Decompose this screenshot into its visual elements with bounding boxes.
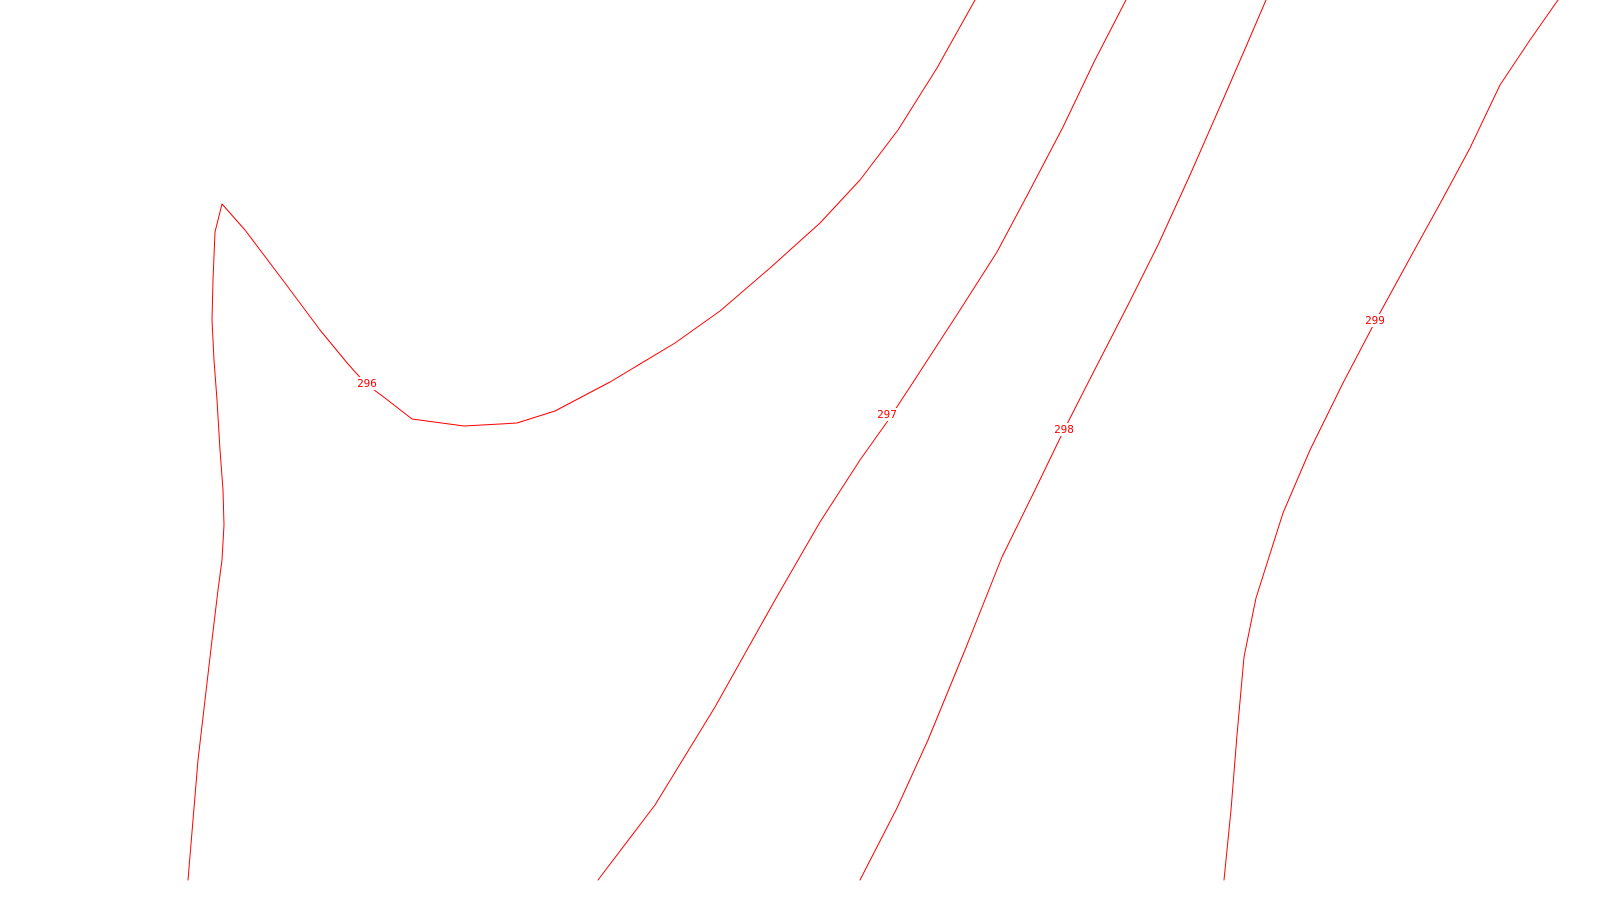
contour-297-label-background [874, 408, 899, 421]
contour-298-label-background [1051, 423, 1076, 436]
contour-297-line [597, 0, 1127, 881]
contour-296-label-background [354, 377, 379, 390]
contour-299-label: 299 [1365, 314, 1385, 327]
contour-297: 297 [597, 0, 1127, 881]
contour-297-label: 297 [877, 408, 897, 421]
contour-296-label: 296 [357, 377, 377, 390]
contour-296-line [187, 0, 976, 881]
contour-298-line [859, 0, 1267, 881]
contour-299-line [1223, 0, 1559, 881]
contour-299-label-background [1362, 314, 1387, 327]
contour-296: 296 [187, 0, 976, 881]
contour-298-label: 298 [1054, 423, 1074, 436]
contour-299: 299 [1223, 0, 1559, 881]
contour-298: 298 [859, 0, 1267, 881]
